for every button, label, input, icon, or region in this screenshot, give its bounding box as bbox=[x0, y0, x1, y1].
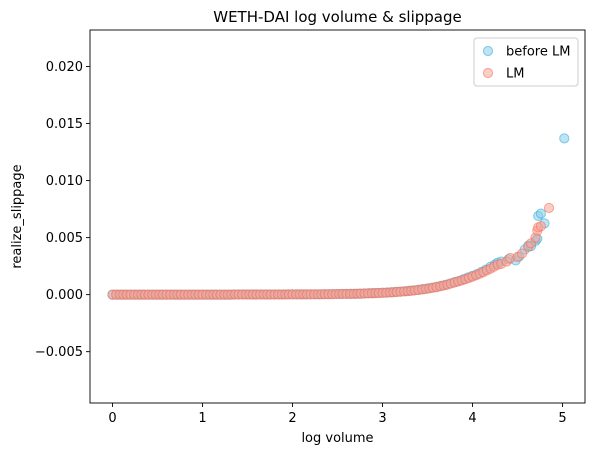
points-layer bbox=[107, 133, 570, 300]
legend-label: LM bbox=[506, 67, 524, 82]
x-tick-label: 4 bbox=[468, 411, 476, 426]
legend-marker bbox=[482, 67, 494, 79]
y-tick-label: −0.005 bbox=[35, 345, 83, 360]
x-axis-label: log volume bbox=[301, 431, 373, 446]
y-tick-label: 0.000 bbox=[46, 288, 83, 303]
y-tick-label: 0.015 bbox=[46, 117, 83, 132]
y-tick-label: 0.020 bbox=[46, 60, 83, 75]
data-point-lm bbox=[543, 202, 555, 214]
legend-marker bbox=[482, 45, 494, 57]
legend-box bbox=[473, 37, 579, 87]
data-point-lm bbox=[516, 248, 528, 259]
plot-frame bbox=[89, 29, 586, 404]
y-axis-label: realize_slippage bbox=[10, 164, 25, 268]
legend-label: before LM bbox=[506, 45, 570, 60]
x-tick-label: 1 bbox=[198, 411, 206, 426]
y-axis: −0.005 0.000 0.005 0.010 0.015 0.020 bbox=[35, 60, 90, 360]
x-tick-label: 0 bbox=[108, 411, 116, 426]
data-point-before-lm bbox=[535, 208, 547, 219]
x-axis: 0 1 2 3 4 5 bbox=[108, 403, 567, 426]
x-tick-label: 2 bbox=[288, 411, 296, 426]
data-point-lm bbox=[535, 221, 547, 232]
y-tick-label: 0.010 bbox=[46, 174, 83, 189]
data-point-before-lm bbox=[559, 133, 570, 144]
y-tick-label: 0.005 bbox=[46, 231, 83, 246]
x-tick-label: 3 bbox=[378, 411, 386, 426]
legend: before LM LM bbox=[473, 37, 579, 87]
chart-title: WETH-DAI log volume & slippage bbox=[213, 8, 461, 26]
x-tick-label: 5 bbox=[558, 411, 566, 426]
